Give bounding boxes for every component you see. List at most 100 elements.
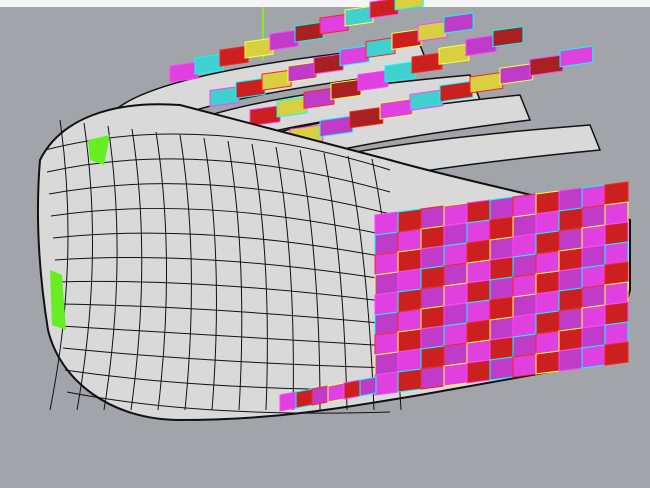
panel [558, 187, 583, 212]
panel [581, 264, 606, 289]
rib-panel [465, 34, 497, 57]
panel [512, 313, 537, 338]
panel [512, 293, 537, 318]
grid-line [130, 128, 143, 411]
panel [466, 359, 491, 384]
panel [443, 342, 468, 367]
panel [374, 331, 399, 356]
panel [279, 391, 297, 412]
panel [374, 251, 399, 276]
panel [466, 199, 491, 224]
rib-panel [319, 13, 349, 35]
rib-panel [499, 63, 534, 85]
panel [489, 216, 514, 241]
panel [558, 267, 583, 292]
panel [466, 299, 491, 324]
panel [343, 379, 361, 400]
panel [558, 207, 583, 232]
panel [374, 271, 399, 296]
grid-line [227, 140, 243, 411]
panel [558, 347, 583, 372]
grid-line [54, 257, 391, 281]
panel [420, 245, 445, 270]
rib-panel [209, 85, 240, 108]
upper-ribs [109, 0, 602, 222]
panel [443, 322, 468, 347]
panel [466, 319, 491, 344]
grid-line [203, 137, 217, 411]
panel [604, 261, 629, 286]
panel [535, 290, 560, 315]
panel [420, 225, 445, 250]
panel [374, 291, 399, 316]
grid-line [251, 143, 268, 411]
rib-panel [559, 45, 594, 68]
panel [558, 327, 583, 352]
panel [359, 376, 377, 397]
panel [604, 241, 629, 266]
panel [604, 281, 629, 306]
grid-line [299, 149, 321, 411]
grid-line [50, 207, 391, 237]
viewport-top-edge [0, 0, 650, 7]
rib-panel [294, 21, 324, 43]
panel [535, 210, 560, 235]
panel [535, 350, 560, 375]
panel [466, 259, 491, 284]
panel [604, 181, 629, 206]
panel [581, 184, 606, 209]
panel [489, 236, 514, 261]
panel [581, 344, 606, 369]
panel [604, 221, 629, 246]
panel [466, 239, 491, 264]
panel [581, 324, 606, 349]
panel [535, 310, 560, 335]
rib-panel [391, 28, 422, 50]
panel [327, 382, 345, 403]
panel [420, 325, 445, 350]
rib-panel [492, 25, 524, 48]
panel [535, 190, 560, 215]
panel [489, 336, 514, 361]
panel [558, 227, 583, 252]
panel [397, 328, 422, 353]
rib-panel [269, 29, 299, 51]
grid-line [347, 155, 375, 411]
panel [604, 301, 629, 326]
green-edge-upper [88, 135, 110, 165]
panel [558, 287, 583, 312]
panel [443, 242, 468, 267]
panel [535, 270, 560, 295]
panel [443, 282, 468, 307]
panel [581, 304, 606, 329]
panel [397, 348, 422, 373]
grid-line [60, 325, 391, 347]
panel [374, 231, 399, 256]
panel [581, 244, 606, 269]
rib-panel [194, 53, 224, 75]
panel [397, 308, 422, 333]
panel [311, 385, 329, 406]
grid-line [155, 131, 168, 411]
grid-line [58, 303, 391, 325]
panel [512, 213, 537, 238]
panel [443, 302, 468, 327]
rib-panel [369, 0, 399, 19]
green-edge-left [50, 270, 66, 330]
grid-line [179, 134, 192, 411]
surface-grid-lines [44, 119, 402, 414]
panel [295, 388, 313, 409]
rib-panel [235, 77, 266, 99]
panel [443, 262, 468, 287]
panel [512, 353, 537, 378]
grid-line [48, 183, 391, 215]
panel [512, 333, 537, 358]
panel [512, 273, 537, 298]
panel [535, 330, 560, 355]
grid-line [275, 146, 294, 411]
panel [420, 365, 445, 390]
panel [466, 339, 491, 364]
panel [443, 362, 468, 387]
rib-panel [417, 20, 448, 42]
